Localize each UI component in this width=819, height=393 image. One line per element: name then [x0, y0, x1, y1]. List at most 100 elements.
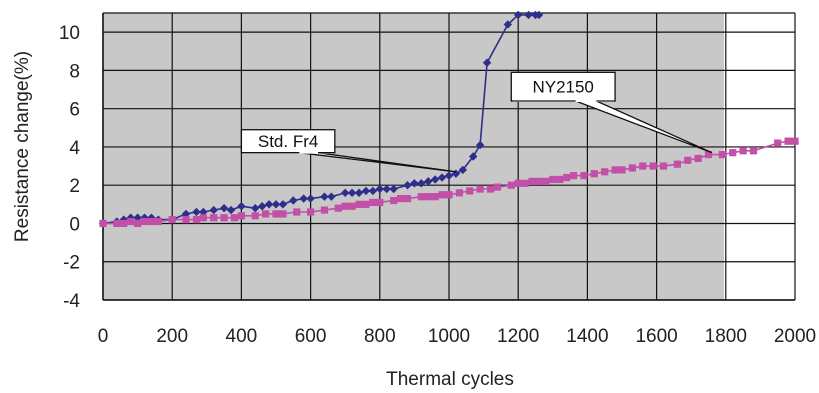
data-point	[684, 156, 692, 164]
data-point	[375, 184, 384, 194]
y-tick-label: 2	[69, 176, 80, 197]
y-tick-label: -4	[63, 291, 80, 312]
data-point	[611, 166, 619, 174]
data-point	[341, 188, 350, 198]
data-point	[521, 179, 529, 187]
data-point	[482, 58, 492, 67]
data-point	[134, 219, 142, 228]
data-point	[475, 140, 485, 150]
data-point	[791, 137, 799, 145]
data-point	[251, 212, 259, 220]
data-point	[369, 198, 377, 207]
y-axis-title: Resistance change(%)	[12, 51, 33, 242]
data-point	[209, 205, 218, 215]
data-point	[341, 202, 349, 210]
data-point	[362, 200, 370, 208]
data-point	[618, 166, 626, 174]
data-point	[514, 179, 522, 187]
data-point	[503, 20, 513, 29]
x-tick-label: 200	[156, 326, 188, 347]
data-point	[396, 194, 405, 203]
data-point	[507, 181, 515, 189]
data-point	[147, 217, 156, 226]
x-tick-label: 2000	[774, 326, 816, 347]
data-point	[469, 152, 478, 161]
data-point	[199, 207, 208, 217]
data-point	[739, 147, 747, 155]
data-point	[99, 219, 107, 228]
data-point	[431, 193, 439, 201]
data-point	[437, 173, 447, 182]
data-point	[601, 168, 609, 176]
x-tick-label: 800	[364, 326, 396, 347]
data-point	[438, 191, 446, 199]
data-point	[278, 200, 288, 209]
data-point	[403, 181, 412, 190]
data-point	[168, 216, 176, 224]
data-point	[348, 202, 356, 210]
series-ny2150	[99, 137, 799, 228]
x-tick-label: 1800	[705, 326, 747, 347]
data-point	[192, 207, 201, 217]
data-point	[455, 189, 463, 197]
data-point	[181, 209, 191, 219]
data-point	[299, 194, 308, 203]
x-tick-label: 1000	[428, 326, 470, 347]
data-point	[219, 203, 229, 213]
data-point	[154, 217, 162, 226]
series-layer	[98, 10, 799, 228]
annotation-layer: Std. Fr4 NY2150	[240, 71, 713, 173]
data-point	[729, 149, 737, 157]
data-point	[466, 187, 474, 195]
data-point	[192, 216, 201, 224]
data-point	[417, 179, 426, 188]
data-point	[293, 208, 301, 216]
data-point	[237, 212, 245, 220]
data-point	[257, 202, 267, 211]
data-point	[528, 177, 536, 185]
axes	[102, 13, 795, 301]
data-point	[590, 170, 598, 178]
data-point	[774, 139, 782, 147]
data-point	[556, 175, 564, 184]
data-point	[289, 196, 298, 205]
data-point	[784, 137, 792, 145]
data-point	[361, 186, 371, 196]
data-point	[327, 192, 336, 201]
data-point	[220, 214, 228, 222]
data-point	[271, 200, 281, 209]
data-point	[368, 186, 378, 196]
data-point	[458, 165, 468, 175]
data-point	[262, 210, 270, 218]
plot-area-background	[103, 13, 724, 300]
data-point	[524, 10, 533, 20]
data-point	[127, 217, 135, 226]
data-point	[580, 172, 588, 180]
x-tick-label: 1200	[497, 326, 539, 347]
data-point	[542, 177, 550, 185]
data-point	[113, 219, 121, 228]
data-point	[334, 204, 342, 212]
data-point	[120, 219, 128, 228]
data-point	[639, 162, 647, 170]
data-point	[549, 175, 557, 184]
data-point	[320, 192, 329, 201]
data-point	[403, 194, 412, 203]
data-point	[451, 169, 461, 178]
data-point	[320, 206, 329, 214]
x-tick-label: 1600	[635, 326, 677, 347]
data-point	[210, 214, 218, 222]
data-point	[535, 177, 543, 185]
data-point	[354, 188, 364, 198]
data-point	[133, 213, 142, 222]
data-point	[140, 217, 149, 226]
data-point	[628, 164, 636, 172]
data-point	[306, 194, 315, 203]
data-point	[514, 10, 523, 20]
data-point	[445, 191, 453, 199]
data-point	[749, 147, 758, 155]
grid-lines	[102, 12, 796, 301]
data-point	[704, 150, 713, 159]
x-tick-label: 0	[98, 326, 109, 347]
